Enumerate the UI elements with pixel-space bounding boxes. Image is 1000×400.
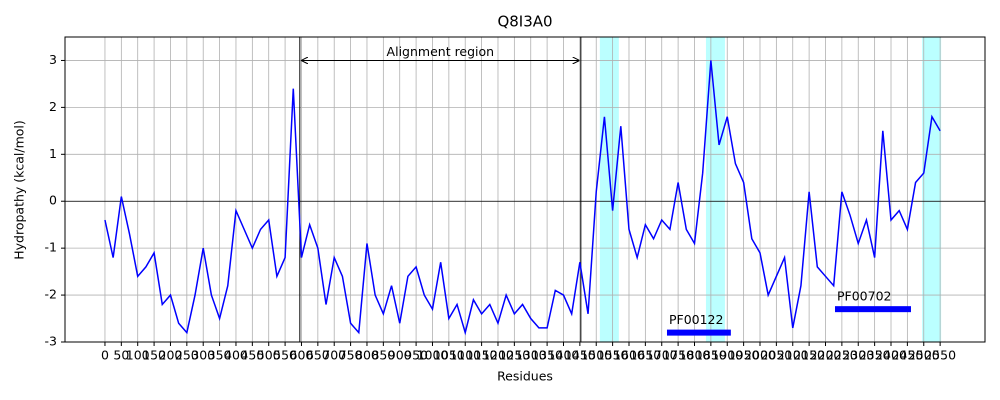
x-tick-label: 1750 [662,348,694,363]
x-tick-label: 1200 [482,348,514,363]
chart-title: Q8I3A0 [497,13,552,31]
domain-label: PF00702 [837,289,892,304]
x-tick-label: 600 [290,348,314,363]
x-tick-label: 1150 [466,348,498,363]
x-tick-label: 950 [404,348,428,363]
x-tick-label: 1350 [531,348,563,363]
x-tick-label: 2550 [924,348,956,363]
x-tick-label: 2400 [875,348,907,363]
x-tick-label: 0 [101,348,109,363]
y-tick-label: -3 [45,334,57,349]
x-tick-label: 700 [322,348,346,363]
x-tick-label: 2150 [793,348,825,363]
x-tick-label: 1600 [613,348,645,363]
x-tick-label: 1500 [580,348,612,363]
x-tick-label: 1100 [449,348,481,363]
x-tick-label: 2500 [908,348,940,363]
highlight-band [922,37,942,342]
x-tick-label: 2100 [777,348,809,363]
x-tick-label: 1850 [695,348,727,363]
x-tick-label: 900 [388,348,412,363]
x-tick-label: 250 [175,348,199,363]
x-tick-label: 300 [191,348,215,363]
x-tick-label: 1000 [417,348,449,363]
x-tick-label: 2250 [826,348,858,363]
x-tick-label: 650 [306,348,330,363]
domain-bar [666,329,731,336]
x-tick-label: 2350 [859,348,891,363]
highlight-band [599,37,619,342]
y-tick-label: -1 [45,240,57,255]
y-tick-label: -2 [45,287,57,302]
hydropathy-line [104,60,941,336]
x-tick-label: 1550 [597,348,629,363]
x-tick-label: 1950 [728,348,760,363]
x-tick-label: 500 [257,348,281,363]
x-tick-label: 850 [371,348,395,363]
x-tick-label: 550 [273,348,297,363]
x-tick-label: 1400 [548,348,580,363]
x-tick-label: 1700 [646,348,678,363]
x-tick-label: 1300 [515,348,547,363]
plot-frame [64,36,986,343]
x-tick-label: 2050 [760,348,792,363]
y-tick-label: 3 [49,52,57,67]
x-tick-label: 1250 [498,348,530,363]
x-tick-label: 1800 [679,348,711,363]
x-tick-label: 100 [126,348,150,363]
x-tick-label: 2000 [744,348,776,363]
x-tick-label: 200 [159,348,183,363]
y-tick-label: 1 [49,146,57,161]
x-tick-label: 2300 [842,348,874,363]
x-tick-label: 400 [224,348,248,363]
x-tick-label: 1650 [629,348,661,363]
x-tick-label: 350 [208,348,232,363]
x-tick-label: 2450 [891,348,923,363]
x-tick-label: 450 [240,348,264,363]
x-tick-label: 1900 [711,348,743,363]
x-tick-label: 1050 [433,348,465,363]
x-tick-label: 800 [355,348,379,363]
alignment-label: Alignment region [387,44,495,59]
x-tick-label: 750 [339,348,363,363]
y-tick-label: 2 [49,99,57,114]
domain-bar [834,306,911,313]
x-tick-label: 1450 [564,348,596,363]
y-tick-label: 0 [49,193,57,208]
x-axis-label: Residues [497,369,553,384]
domain-label: PF00122 [669,312,724,327]
x-tick-label: 50 [113,348,129,363]
x-tick-label: 2200 [810,348,842,363]
x-tick-label: 150 [142,348,166,363]
y-axis-label: Hydropathy (kcal/mol) [12,120,27,260]
